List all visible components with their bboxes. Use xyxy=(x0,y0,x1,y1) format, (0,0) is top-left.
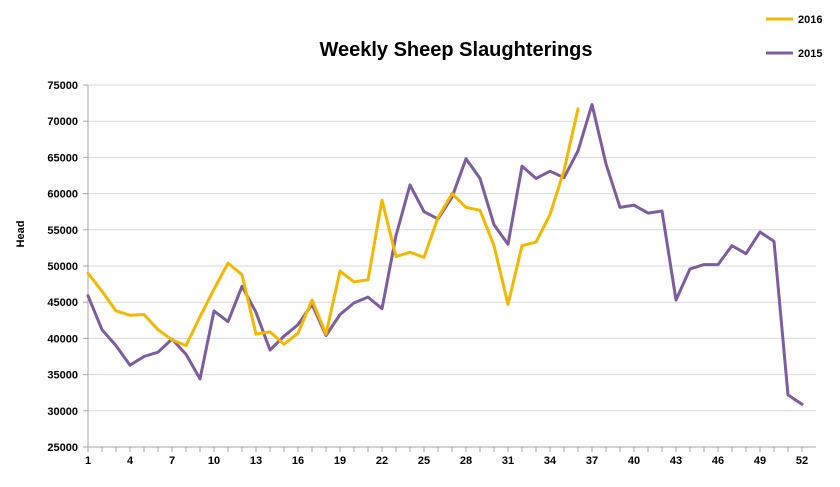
x-tick-labels: 1 4 7 10 13 16 19 22 25 28 31 34 37 40 43 46 49 52 xyxy=(85,455,808,467)
x-tick-label-1: 1 xyxy=(85,455,91,467)
x-tick-label-22: 22 xyxy=(376,455,388,467)
x-tick-label-28: 28 xyxy=(460,455,472,467)
x-tick-label-49: 49 xyxy=(754,455,766,467)
y-tick-label-70000: 70000 xyxy=(47,116,78,128)
y-tick-label-50000: 50000 xyxy=(47,261,78,273)
x-tick-label-7: 7 xyxy=(169,455,175,467)
x-tick-label-25: 25 xyxy=(418,455,430,467)
x-tick-label-52: 52 xyxy=(796,455,808,467)
series-lines xyxy=(86,103,804,406)
x-tick-label-4: 4 xyxy=(127,455,134,467)
y-tick-label-55000: 55000 xyxy=(47,225,78,237)
y-tick-label-65000: 65000 xyxy=(47,152,78,164)
x-tick-label-43: 43 xyxy=(670,455,682,467)
y-tick-labels: 25000 30000 35000 40000 45000 50000 55000 60000… xyxy=(47,80,78,454)
y-tick-label-40000: 40000 xyxy=(47,333,78,345)
axes xyxy=(83,84,816,452)
y-tick-label-30000: 30000 xyxy=(47,406,78,418)
chart-title: Weekly Sheep Slaughterings xyxy=(319,39,592,61)
legend-label-2016: 2016 xyxy=(798,14,822,26)
x-tick-label-46: 46 xyxy=(712,455,724,467)
legend-label-2015: 2015 xyxy=(798,48,822,60)
series-line-2016 xyxy=(86,107,580,348)
x-tick-label-19: 19 xyxy=(334,455,346,467)
x-tick-label-10: 10 xyxy=(208,455,220,467)
x-tick-label-16: 16 xyxy=(292,455,304,467)
y-tick-label-75000: 75000 xyxy=(47,80,78,92)
y-axis-label: Head xyxy=(15,221,27,248)
legend: 2016 2015 xyxy=(766,14,822,60)
x-tick-label-31: 31 xyxy=(502,455,514,467)
x-tick-label-37: 37 xyxy=(586,455,598,467)
x-tick-label-40: 40 xyxy=(628,455,640,467)
x-tick-label-34: 34 xyxy=(544,455,557,467)
x-tick-label-13: 13 xyxy=(250,455,262,467)
y-tick-label-60000: 60000 xyxy=(47,189,78,201)
y-tick-label-45000: 45000 xyxy=(47,297,78,309)
y-tick-label-35000: 35000 xyxy=(47,370,78,382)
y-tick-label-25000: 25000 xyxy=(47,442,78,454)
